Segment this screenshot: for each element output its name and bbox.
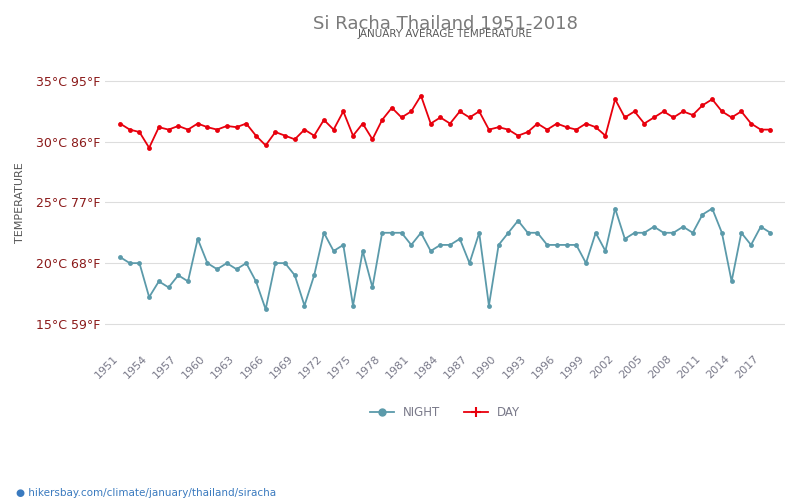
Text: JANUARY AVERAGE TEMPERATURE: JANUARY AVERAGE TEMPERATURE — [358, 30, 533, 40]
Legend: NIGHT, DAY: NIGHT, DAY — [366, 402, 525, 424]
Y-axis label: TEMPERATURE: TEMPERATURE — [15, 162, 25, 243]
Title: Si Racha Thailand 1951-2018: Si Racha Thailand 1951-2018 — [313, 15, 578, 33]
Text: ● hikersbay.com/climate/january/thailand/siracha: ● hikersbay.com/climate/january/thailand… — [16, 488, 276, 498]
